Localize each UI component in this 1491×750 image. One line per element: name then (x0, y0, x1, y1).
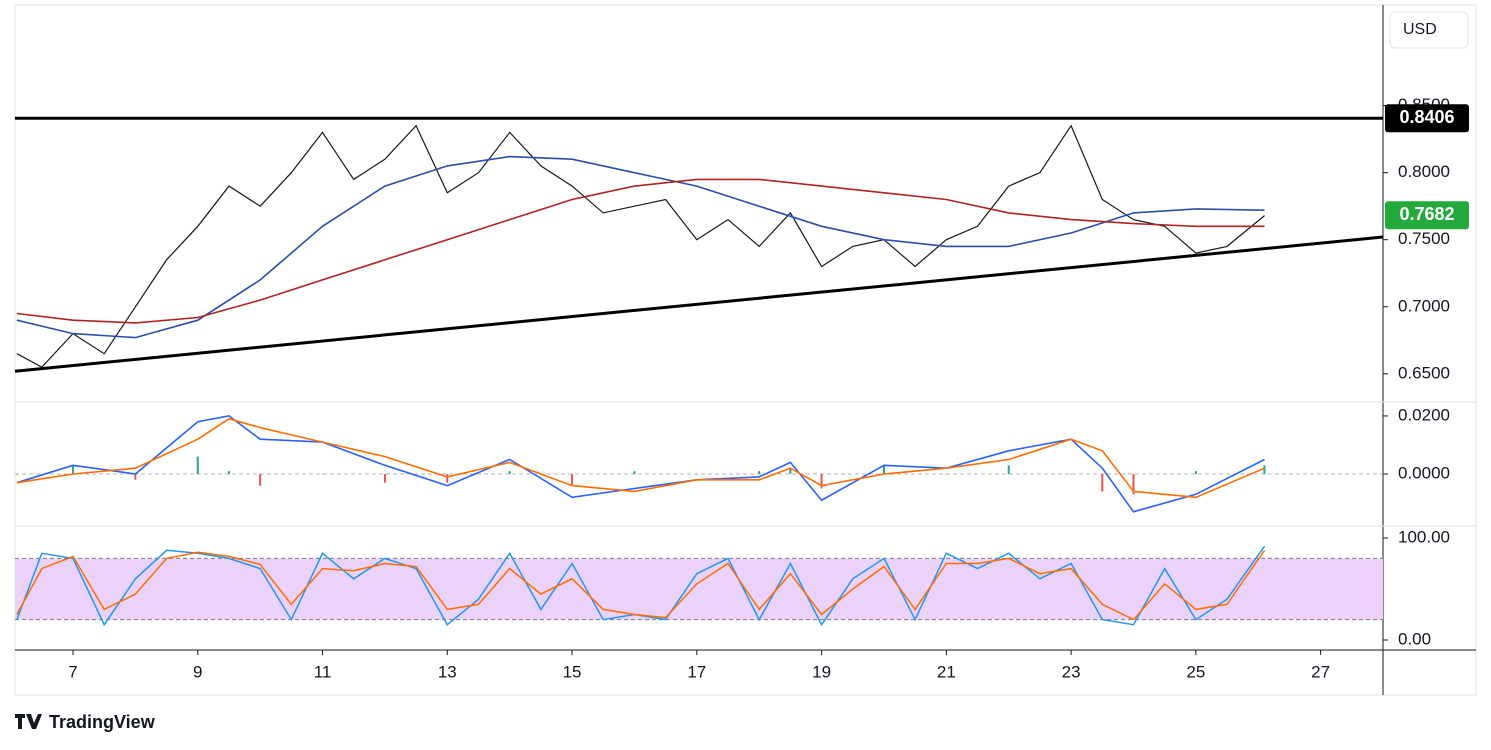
histogram-bar (758, 471, 761, 475)
x-tick-label: 13 (438, 662, 457, 681)
histogram-bar (882, 465, 885, 475)
series-line (16, 549, 1266, 621)
series-line (16, 415, 1265, 513)
x-tick-label: 23 (1062, 662, 1081, 681)
y-tick-label: 0.6500 (1398, 363, 1450, 382)
histogram-bar (15, 474, 18, 475)
logo: TradingView (15, 712, 156, 732)
series-line (16, 124, 1265, 368)
price-label: 0.7682 (1399, 204, 1454, 224)
currency-button[interactable] (1389, 11, 1469, 49)
histogram-bar (820, 474, 823, 489)
y-tick-label: 0.7500 (1398, 229, 1450, 248)
histogram-bar (789, 468, 792, 475)
histogram-bar (695, 474, 698, 475)
band-fill (15, 558, 1383, 620)
logo-icon (15, 714, 42, 729)
histogram-bar (1263, 465, 1266, 475)
x-tick-label: 11 (314, 662, 332, 681)
histogram-bar (196, 456, 199, 475)
histogram-bar (1132, 474, 1135, 495)
y-tick-label: 0.7000 (1398, 296, 1450, 315)
histogram-bar (1007, 465, 1010, 475)
x-tick-label: 19 (812, 662, 831, 681)
y-tick-label: 100.00 (1398, 528, 1450, 547)
brand: TradingView (49, 712, 156, 732)
series-line (16, 417, 1265, 499)
y-tick-label: 0.00 (1398, 629, 1431, 648)
price-label-box (1385, 201, 1469, 230)
histogram-bar (633, 471, 636, 475)
histogram-bar (321, 474, 324, 475)
histogram-bar (945, 474, 948, 475)
x-tick-label: 15 (563, 662, 582, 681)
histogram-bar (446, 474, 449, 483)
series-line (14, 235, 1384, 373)
histogram-bar (1070, 474, 1073, 475)
y-tick-label: 0.0200 (1398, 405, 1450, 424)
price-label: 0.8406 (1399, 107, 1454, 127)
x-tick-label: 9 (193, 662, 202, 681)
price-label-box (1385, 104, 1469, 133)
series-line (16, 155, 1265, 339)
y-tick-label: 0.8000 (1398, 162, 1450, 181)
histogram-bar (383, 474, 386, 483)
x-tick-label: 27 (1311, 662, 1330, 681)
x-tick-label: 17 (687, 662, 706, 681)
x-tick-label: 25 (1186, 662, 1205, 681)
histogram-bar (72, 465, 75, 475)
y-tick-label: 0.0000 (1398, 464, 1450, 483)
series-line (16, 178, 1265, 324)
currency: USD (1403, 21, 1437, 38)
x-tick-label: 7 (68, 662, 77, 681)
histogram-bar (1194, 471, 1197, 475)
frame (14, 4, 1477, 696)
histogram-bar (134, 474, 137, 480)
histogram-bar (259, 474, 262, 486)
histogram-bar (227, 471, 230, 475)
histogram-bar (1101, 474, 1104, 492)
histogram-bar (571, 474, 574, 486)
histogram-bar (508, 471, 511, 475)
x-tick-label: 21 (937, 662, 956, 681)
